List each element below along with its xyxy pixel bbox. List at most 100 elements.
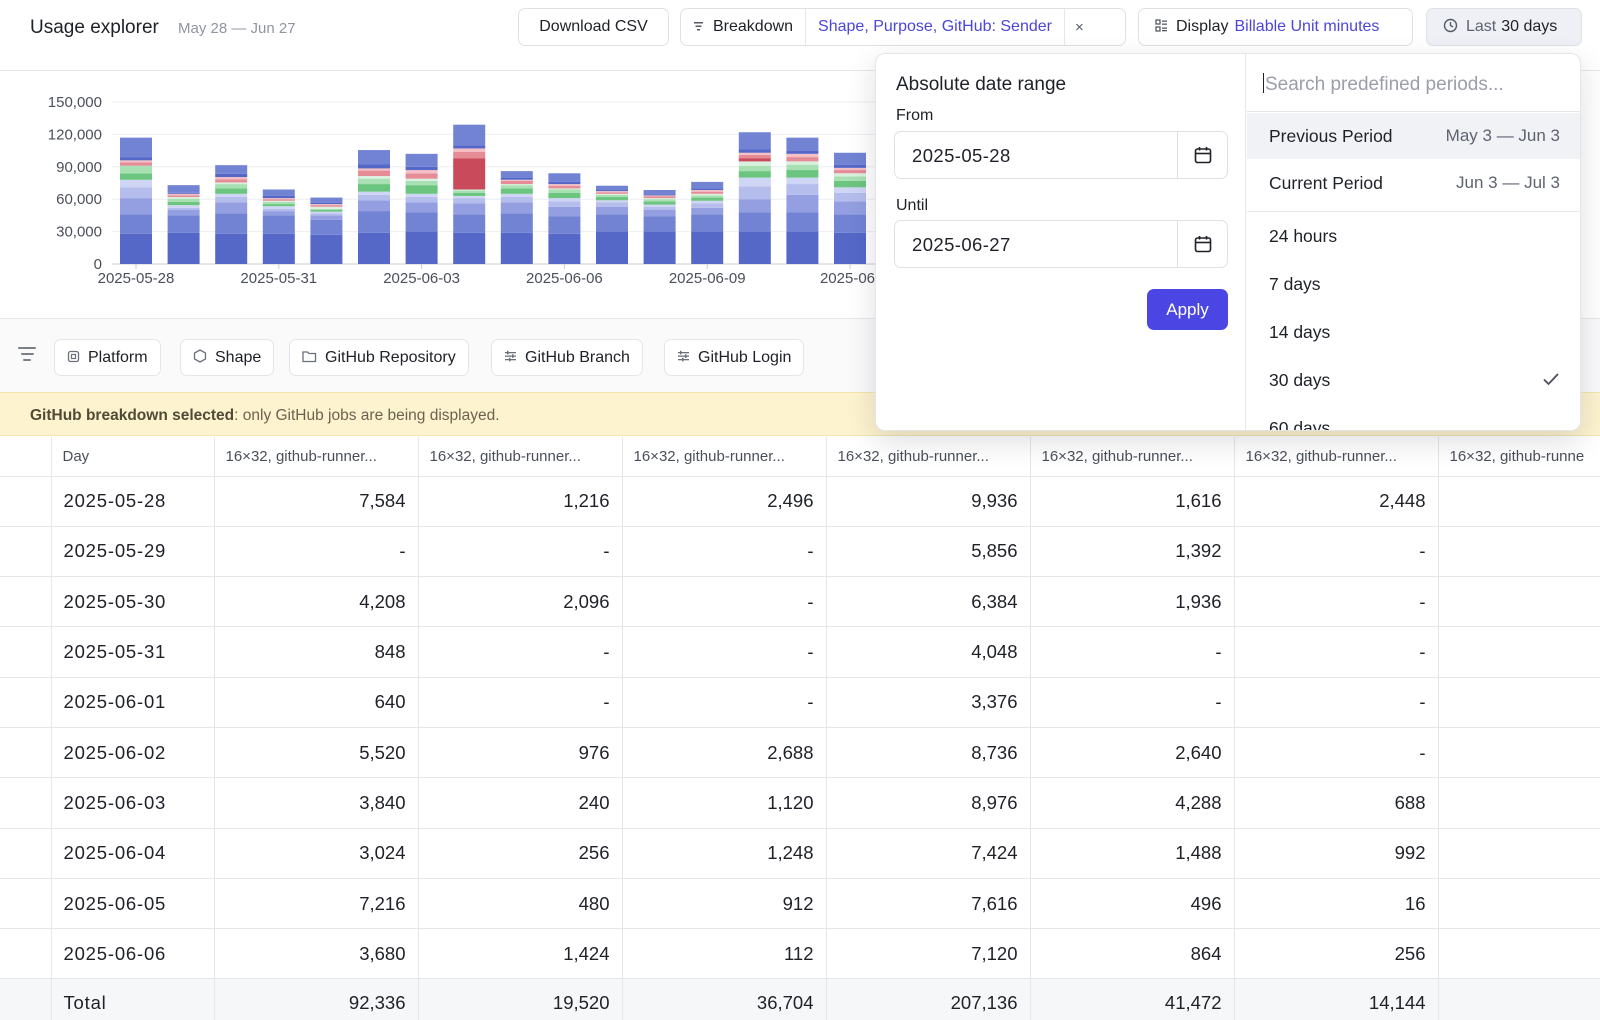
bar-segment [262, 204, 295, 207]
bar-segment [310, 213, 343, 216]
value-cell: - [622, 626, 827, 678]
bar-segment [691, 191, 724, 194]
column-header-shape[interactable]: 16×32, github-runner... [1234, 437, 1439, 477]
bar-segment [643, 196, 676, 199]
value-cell: - [1234, 727, 1439, 779]
bar-segment [500, 179, 533, 181]
bar-segment [215, 182, 248, 185]
download-csv-label: Download CSV [539, 18, 648, 35]
period-option-24-hours[interactable]: 24 hours [1247, 213, 1580, 259]
period-option-label: Previous Period [1269, 125, 1393, 146]
column-header-shape[interactable]: 16×32, github-runner... [1030, 437, 1235, 477]
bar-segment [691, 203, 724, 208]
until-date-value: 2025-06-27 [912, 234, 1011, 255]
calendar-icon[interactable] [1177, 132, 1227, 178]
filter-icon[interactable] [17, 347, 37, 365]
filter-chip-shape[interactable]: Shape [180, 339, 275, 376]
value-cell: 1,248 [622, 828, 827, 879]
apply-button[interactable]: Apply [1147, 289, 1228, 330]
bar-segment [405, 185, 438, 194]
column-header-shape[interactable]: 16×32, github-runner... [826, 437, 1031, 477]
breakdown-value[interactable]: Shape, Purpose, GitHub: Sender [818, 18, 1052, 35]
calendar-icon[interactable] [1177, 221, 1227, 267]
filter-chip-platform[interactable]: Platform [54, 339, 161, 376]
value-cell: 7,584 [214, 476, 419, 527]
breakdown-clear-icon[interactable]: × [1063, 9, 1094, 45]
breakdown-button[interactable]: Breakdown Shape, Purpose, GitHub: Sender… [680, 8, 1126, 46]
value-cell: 3,840 [214, 777, 419, 829]
period-option-30-days[interactable]: 30 days [1247, 357, 1580, 403]
bar-segment [786, 177, 819, 185]
until-date-input[interactable]: 2025-06-27 [894, 220, 1228, 268]
period-option-7-days[interactable]: 7 days [1247, 261, 1580, 307]
display-button[interactable]: Display Billable Unit minutes [1138, 8, 1413, 46]
bar-segment [596, 190, 628, 192]
bar-segment [167, 185, 200, 193]
download-csv-button[interactable]: Download CSV [518, 8, 669, 46]
value-cell: 256 [418, 828, 623, 879]
period-option-60-days[interactable]: 60 days [1247, 405, 1580, 431]
bar-segment [262, 233, 295, 264]
column-header-shape[interactable]: 16×32, github-runne [1438, 437, 1600, 477]
column-header-day[interactable]: Day [51, 437, 215, 477]
bar-segment [786, 153, 819, 158]
bar-segment [120, 214, 152, 234]
bar-segment [596, 197, 628, 201]
from-date-input[interactable]: 2025-05-28 [894, 131, 1228, 179]
breakdown-icon [693, 20, 705, 35]
breakdown-label-segment[interactable]: Breakdown [681, 9, 807, 45]
value-cell: 2,448 [1234, 476, 1439, 527]
bar-segment [643, 204, 676, 207]
x-tick-label: 2025-06-03 [383, 270, 460, 287]
value-cell: 1,216 [418, 476, 623, 527]
row-index-cell [0, 677, 52, 728]
display-label: Display [1176, 18, 1229, 35]
bar-segment [834, 173, 866, 177]
bar-segment [215, 179, 248, 183]
period-option-previous[interactable]: Previous Period May 3 — Jun 3 [1247, 113, 1580, 159]
bar-segment [262, 208, 295, 212]
filter-chip-github-login[interactable]: GitHub Login [664, 339, 805, 376]
day-cell: 2025-06-05 [51, 878, 215, 930]
value-cell: - [1030, 677, 1235, 728]
bar-segment [358, 175, 390, 179]
bar-segment [120, 162, 152, 166]
text-caret [1263, 73, 1264, 93]
bar-segment [548, 184, 581, 186]
period-option-label: 30 days [1269, 369, 1331, 390]
bar-segment [786, 212, 819, 232]
filter-chip-label: GitHub Login [698, 348, 792, 366]
period-button[interactable]: Last 30 days [1426, 8, 1582, 46]
period-option-current[interactable]: Current Period Jun 3 — Jul 3 [1247, 160, 1580, 206]
bar-segment [358, 211, 390, 233]
value-cell: 9,936 [826, 476, 1031, 527]
value-cell: 3,2 [1438, 727, 1600, 779]
filter-chip-github-branch[interactable]: GitHub Branch [491, 339, 643, 376]
bar-segment [738, 158, 771, 162]
column-header-shape[interactable]: 16×32, github-runner... [622, 437, 827, 477]
value-cell: 4,288 [1030, 777, 1235, 829]
bar-segment [786, 157, 819, 162]
value-cell: 19,520 [418, 978, 623, 1020]
filter-chip-github-repository[interactable]: GitHub Repository [289, 339, 469, 376]
bar-segment [643, 199, 676, 202]
table-row: 2025-05-28 7,584 1,216 2,496 9,936 1,616 2,448… [0, 476, 1600, 527]
value-cell: - [418, 677, 623, 728]
bar-segment [786, 161, 819, 165]
day-cell: 2025-05-28 [51, 476, 215, 527]
from-date-value: 2025-05-28 [912, 145, 1011, 166]
bar-segment [262, 199, 295, 201]
period-search-input[interactable]: Search predefined periods... [1247, 54, 1580, 112]
bar-segment [691, 195, 724, 198]
period-option-14-days[interactable]: 14 days [1247, 309, 1580, 355]
bar-segment [500, 184, 533, 186]
bar-segment [215, 193, 248, 198]
column-header-shape[interactable]: 16×32, github-runner... [418, 437, 623, 477]
bar-segment [262, 206, 295, 209]
bar-segment [548, 201, 581, 207]
column-header-shape[interactable]: 16×32, github-runner... [214, 437, 419, 477]
value-cell: 16 [1234, 878, 1439, 930]
bar-segment [120, 233, 152, 264]
bar-segment [167, 198, 200, 202]
